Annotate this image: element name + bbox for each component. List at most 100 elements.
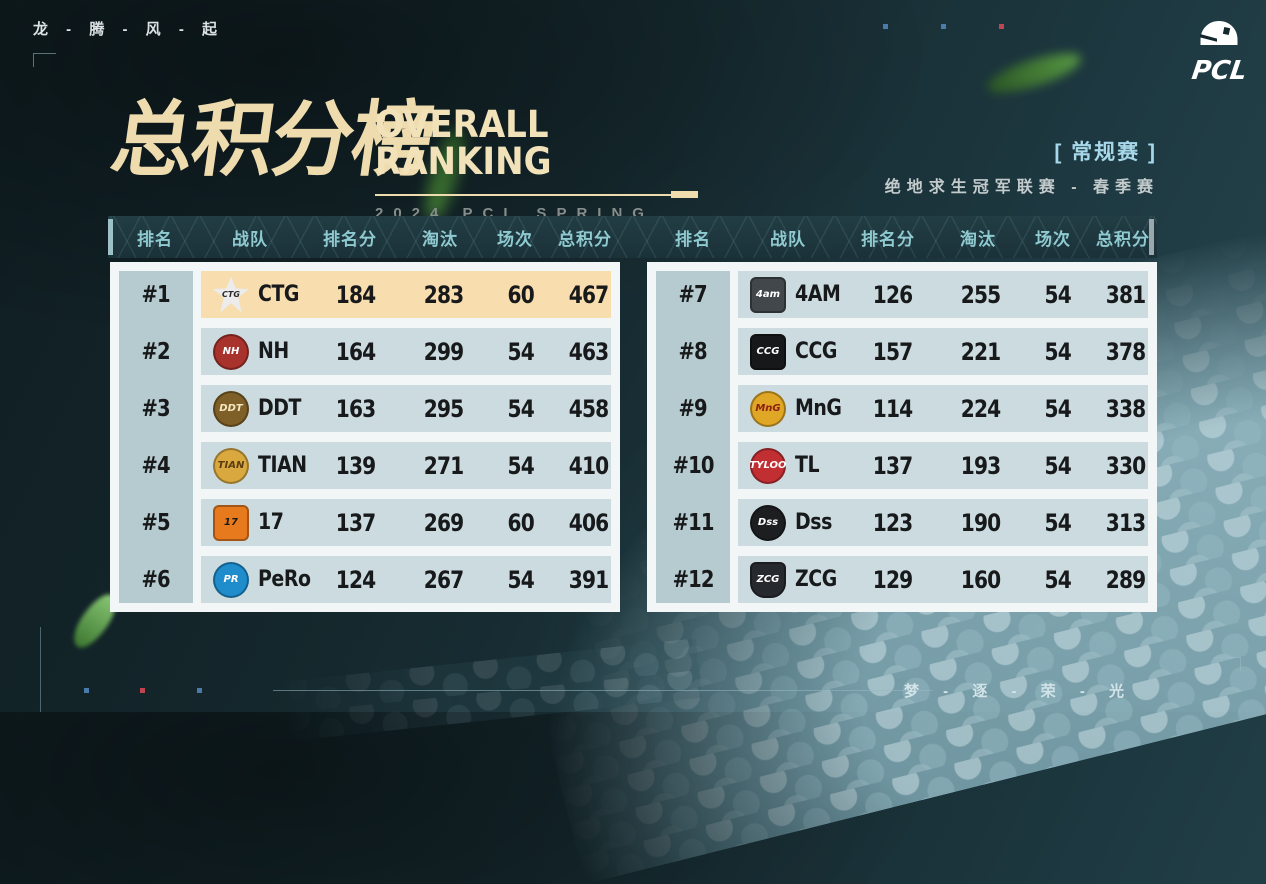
- table-row: ZCG ZCG 129 160 54 289: [738, 556, 1148, 603]
- matches-count: 54: [1044, 394, 1072, 423]
- pcl-overall-ranking-screen: 龙 - 腾 - 风 - 起 梦 - 逐 - 荣 - 光 总积分榜 OVERALL…: [33, 20, 1266, 884]
- table-row: MnG MnG 114 224 54 338: [738, 385, 1148, 432]
- table-row: 4am 4AM 126 255 54 381: [738, 271, 1148, 318]
- kill-points: 190: [960, 508, 1001, 537]
- total-points: 406: [568, 508, 609, 537]
- rows-left: CTG CTG 184 283 60 467 NH NH 164 299 54 46…: [201, 271, 611, 603]
- placement-points: 137: [336, 508, 376, 537]
- team-logo: NH: [213, 333, 249, 370]
- rank-label: #5: [141, 509, 171, 536]
- kill-points: 295: [423, 394, 464, 423]
- matches-count: 54: [507, 451, 535, 480]
- kill-points: 160: [960, 565, 1001, 594]
- motto-bottom-right: 梦 - 逐 - 荣 - 光: [904, 683, 1134, 700]
- team-logo: ZCG: [750, 561, 786, 598]
- matches-count: 54: [507, 565, 535, 594]
- placement-points: 139: [336, 451, 376, 480]
- team-logo: MnG: [750, 390, 786, 427]
- total-points: 289: [1105, 565, 1146, 594]
- placement-points: 114: [873, 394, 913, 423]
- leaf-decoration: [983, 46, 1085, 100]
- total-points: 410: [568, 451, 609, 480]
- decor-dot: [883, 24, 888, 29]
- decor-horizontal-line: [273, 690, 933, 691]
- rank-label: #1: [141, 281, 171, 308]
- team-name: 17: [258, 510, 284, 535]
- title-underline: [375, 191, 698, 198]
- placement-points: 123: [873, 508, 913, 537]
- total-points: 458: [568, 394, 609, 423]
- decor-dot: [941, 24, 946, 29]
- decor-dot: [999, 24, 1004, 29]
- table-header-left: 排名 战队 排名分 淘汰 场次 总积分: [110, 216, 620, 258]
- team-name: DDT: [258, 396, 302, 421]
- rank-label: #11: [672, 509, 714, 536]
- team-logo: 17: [213, 504, 249, 541]
- motto-top-left: 龙 - 腾 - 风 - 起: [33, 21, 224, 38]
- table-row: Dss Dss 123 190 54 313: [738, 499, 1148, 546]
- table-row: CCG CCG 157 221 54 378: [738, 328, 1148, 375]
- rank-label: #6: [141, 566, 171, 593]
- matches-count: 60: [507, 280, 535, 309]
- team-logo: PR: [213, 561, 249, 598]
- kill-points: 221: [960, 337, 1001, 366]
- col-team: 战队: [232, 229, 268, 249]
- page-title-en: OVERALL RANKING: [375, 103, 552, 183]
- table-row: CTG CTG 184 283 60 467: [201, 271, 611, 318]
- rank-label: #2: [141, 338, 171, 365]
- table-header-right: 排名 战队 排名分 淘汰 场次 总积分: [648, 216, 1153, 258]
- table-row: PR PeRo 124 267 54 391: [201, 556, 611, 603]
- placement-points: 124: [336, 565, 376, 594]
- team-name: Dss: [795, 510, 832, 535]
- total-points: 378: [1105, 337, 1146, 366]
- team-logo: DDT: [213, 390, 249, 427]
- matches-count: 54: [1044, 337, 1072, 366]
- table-row: NH NH 164 299 54 463: [201, 328, 611, 375]
- matches-count: 54: [1044, 451, 1072, 480]
- placement-points: 163: [336, 394, 376, 423]
- kill-points: 267: [423, 565, 464, 594]
- kill-points: 299: [423, 337, 464, 366]
- total-points: 463: [568, 337, 609, 366]
- matches-count: 54: [507, 394, 535, 423]
- table-row: 17 17 137 269 60 406: [201, 499, 611, 546]
- team-logo: TYLOO: [749, 447, 787, 484]
- stage-badge: [ 常规赛 ]: [1054, 141, 1157, 164]
- decor-dot: [140, 688, 145, 693]
- col-rank: 排名: [675, 229, 711, 249]
- team-name: MnG: [795, 396, 842, 421]
- placement-points: 164: [336, 337, 376, 366]
- table-row: DDT DDT 163 295 54 458: [201, 385, 611, 432]
- pcl-logo: PCL: [1184, 20, 1254, 86]
- total-points: 467: [568, 280, 609, 309]
- kill-points: 193: [960, 451, 1001, 480]
- decor-dot: [197, 688, 202, 693]
- ranking-panel-right: #7 #8 #9 #10 #11 #12 4am 4AM 126 255 54 3…: [647, 262, 1157, 612]
- team-name: CTG: [258, 282, 300, 307]
- team-logo: Dss: [750, 504, 786, 541]
- rank-column: #7 #8 #9 #10 #11 #12: [656, 271, 730, 603]
- col-total: 总积分: [558, 229, 612, 249]
- col-kills: 淘汰: [422, 229, 458, 249]
- rank-label: #4: [141, 452, 171, 479]
- col-placement: 排名分: [861, 229, 915, 249]
- rank-column: #1 #2 #3 #4 #5 #6: [119, 271, 193, 603]
- team-name: TIAN: [258, 453, 307, 478]
- table-header-bar: 排名 战队 排名分 淘汰 场次 总积分 排名 战队 排名分 淘汰 场次 总积分: [108, 216, 1157, 258]
- total-points: 330: [1105, 451, 1146, 480]
- matches-count: 60: [507, 508, 535, 537]
- team-name: CCG: [795, 339, 838, 364]
- pcl-logo-text: PCL: [1189, 56, 1249, 86]
- matches-count: 54: [1044, 508, 1072, 537]
- team-name: ZCG: [795, 567, 837, 592]
- corner-bracket: [33, 53, 56, 67]
- team-logo: 4am: [750, 276, 786, 313]
- total-points: 381: [1105, 280, 1146, 309]
- rank-label: #8: [678, 338, 708, 365]
- kill-points: 224: [960, 394, 1001, 423]
- kill-points: 283: [423, 280, 464, 309]
- col-matches: 场次: [1035, 229, 1071, 249]
- team-logo: CTG: [213, 276, 249, 313]
- ranking-panel-left: #1 #2 #3 #4 #5 #6 CTG CTG 184 283 60 467 …: [110, 262, 620, 612]
- decor-vertical-line: [40, 627, 41, 712]
